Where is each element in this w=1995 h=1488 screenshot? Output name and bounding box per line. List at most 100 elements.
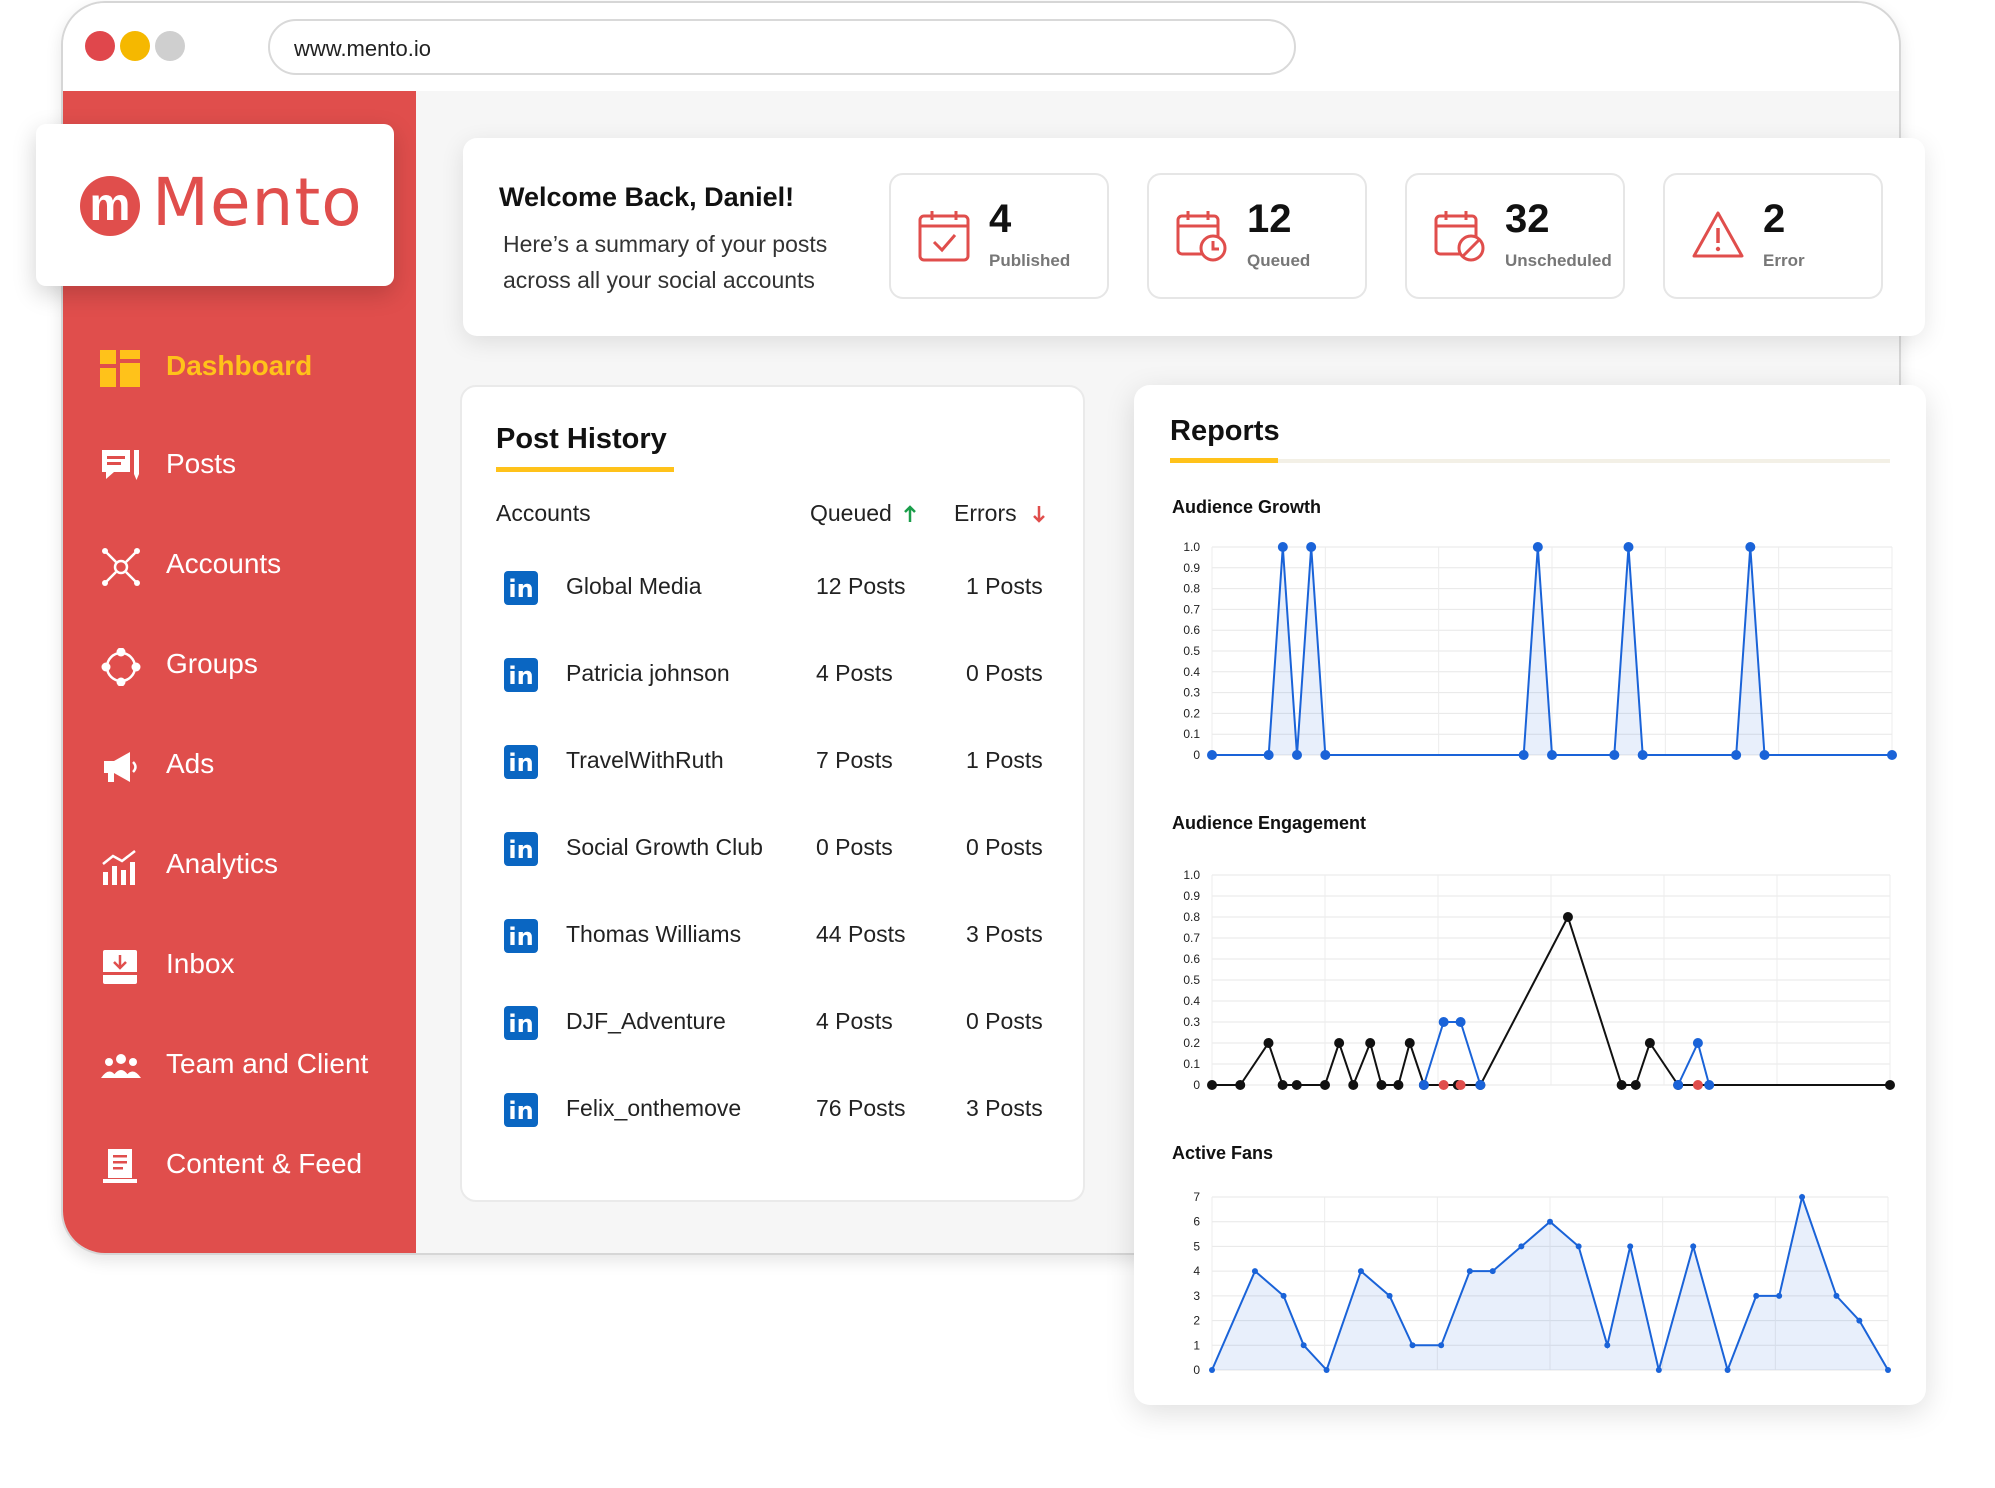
table-row[interactable]: in Patricia johnson 4 Posts 0 Posts [462, 658, 1087, 718]
y-tick-label: 0.2 [1183, 706, 1200, 720]
sidebar-item-content-feed[interactable]: Content & Feed [100, 1136, 420, 1196]
series-point [1887, 750, 1897, 760]
series-point [1357, 1268, 1364, 1275]
queued-count: 44 Posts [816, 921, 906, 947]
y-tick-label: 0.6 [1183, 623, 1200, 637]
linkedin-icon: in [504, 571, 538, 605]
url-bar[interactable]: www.mento.io [268, 19, 1296, 75]
y-tick-label: 0.8 [1183, 582, 1200, 596]
table-row[interactable]: in Thomas Williams 44 Posts 3 Posts [462, 919, 1087, 979]
sidebar-item-ads[interactable]: Ads [100, 736, 420, 796]
sidebar-item-dashboard[interactable]: Dashboard [100, 338, 420, 398]
series-0-point [1562, 912, 1573, 922]
welcome-card: Welcome Back, Daniel! Here’s a summary o… [463, 138, 1925, 336]
logo-card: m Mento [36, 124, 394, 286]
series-point [1753, 1292, 1760, 1299]
reports-title: Reports [1170, 415, 1280, 447]
team-icon [101, 1054, 141, 1078]
welcome-subtitle: Here’s a summary of your posts across al… [503, 231, 828, 293]
series-area [1212, 547, 1892, 755]
stat-label: Published [989, 251, 1071, 270]
stat-unscheduled[interactable]: 32 Unscheduled [1405, 173, 1625, 299]
account-name: Patricia johnson [566, 660, 730, 686]
series-0-point [1291, 1080, 1302, 1090]
series-point [1690, 1243, 1697, 1250]
y-tick-label: 0.9 [1183, 889, 1200, 903]
y-tick-label: 0.1 [1183, 1057, 1200, 1071]
stat-value: 12 [1247, 197, 1292, 241]
linkedin-icon: in [504, 832, 538, 866]
series-point [1856, 1317, 1863, 1324]
column-header-label: Errors [954, 500, 1017, 526]
stat-published[interactable]: 4 Published [889, 173, 1109, 299]
sidebar-item-label: Content & Feed [166, 1148, 363, 1179]
reports-divider [1170, 459, 1890, 463]
account-name: Thomas Williams [566, 921, 742, 947]
series-0-point [1320, 1080, 1330, 1090]
chart-title-audience-engagement: Audience Engagement [1172, 813, 1367, 833]
series-point [1280, 1292, 1287, 1299]
stat-label: Error [1763, 251, 1805, 270]
sidebar-item-label: Team and Client [166, 1048, 369, 1079]
y-tick-label: 0 [1193, 1078, 1200, 1092]
queued-count: 12 Posts [816, 573, 906, 599]
account-name: Felix_onthemove [566, 1095, 742, 1121]
stat-error[interactable]: 2 Error [1663, 173, 1883, 299]
title-underline [1170, 458, 1278, 463]
sidebar-item-groups[interactable]: Groups [100, 636, 420, 696]
series-3-point [1692, 1080, 1703, 1090]
series-0-point [1263, 1038, 1274, 1048]
queued-count: 76 Posts [816, 1095, 906, 1121]
y-tick-label: 4 [1193, 1264, 1200, 1278]
y-tick-label: 0.3 [1183, 1015, 1200, 1029]
y-tick-label: 0.7 [1183, 602, 1200, 616]
y-tick-label: 0.9 [1183, 561, 1200, 575]
analytics-icon [102, 850, 136, 885]
series-point [1885, 1367, 1891, 1373]
stat-label: Queued [1247, 251, 1311, 270]
series-point [1209, 1367, 1215, 1373]
series-3-point [1438, 1080, 1449, 1090]
series-point [1547, 1218, 1553, 1225]
series-point [1776, 1292, 1783, 1299]
linkedin-icon: in [504, 745, 538, 779]
series-point [1532, 542, 1543, 552]
dashboard-icon [100, 350, 140, 387]
y-tick-label: 0.7 [1183, 931, 1200, 945]
series-point [1466, 1268, 1473, 1275]
series-1-point [1438, 1017, 1449, 1027]
y-tick-label: 0.4 [1183, 665, 1200, 679]
browser-titlebar: www.mento.io [63, 3, 1899, 91]
series-point [1609, 750, 1620, 760]
table-row[interactable]: in Social Growth Club 0 Posts 0 Posts [462, 832, 1087, 892]
series-3-point [1455, 1080, 1466, 1090]
sidebar-item-posts[interactable]: Posts [100, 436, 420, 496]
sidebar-item-team-and-client[interactable]: Team and Client [100, 1036, 420, 1096]
logo-mark-icon: m [80, 176, 140, 236]
minimize-window-button[interactable] [120, 31, 150, 61]
maximize-window-button[interactable] [155, 31, 185, 61]
y-tick-label: 1 [1193, 1338, 1200, 1352]
table-row[interactable]: in Felix_onthemove 76 Posts 3 Posts [462, 1093, 1087, 1153]
series-point [1320, 750, 1331, 760]
sidebar-item-inbox[interactable]: Inbox [100, 936, 420, 996]
sidebar-item-analytics[interactable]: Analytics [100, 836, 420, 896]
series-1-point [1475, 1080, 1486, 1090]
series-point [1518, 1243, 1525, 1250]
column-header-queued[interactable]: Queued [810, 500, 918, 527]
series-0-point [1207, 1080, 1217, 1090]
table-row[interactable]: in TravelWithRuth 7 Posts 1 Posts [462, 745, 1087, 805]
stat-queued[interactable]: 12 Queued [1147, 173, 1367, 299]
y-tick-label: 0.1 [1183, 727, 1200, 741]
sidebar-item-label: Inbox [166, 948, 235, 979]
megaphone-icon [104, 752, 137, 782]
close-window-button[interactable] [85, 31, 115, 61]
sidebar-item-accounts[interactable]: Accounts [100, 536, 420, 596]
table-row[interactable]: in DJF_Adventure 4 Posts 0 Posts [462, 1006, 1087, 1066]
column-header-errors[interactable]: Errors [954, 500, 1047, 527]
linkedin-icon: in [504, 658, 538, 692]
arrow-down-icon [1033, 506, 1045, 523]
table-row[interactable]: in Global Media 12 Posts 1 Posts [462, 571, 1087, 631]
account-name: TravelWithRuth [566, 747, 724, 773]
series-point [1759, 750, 1770, 760]
